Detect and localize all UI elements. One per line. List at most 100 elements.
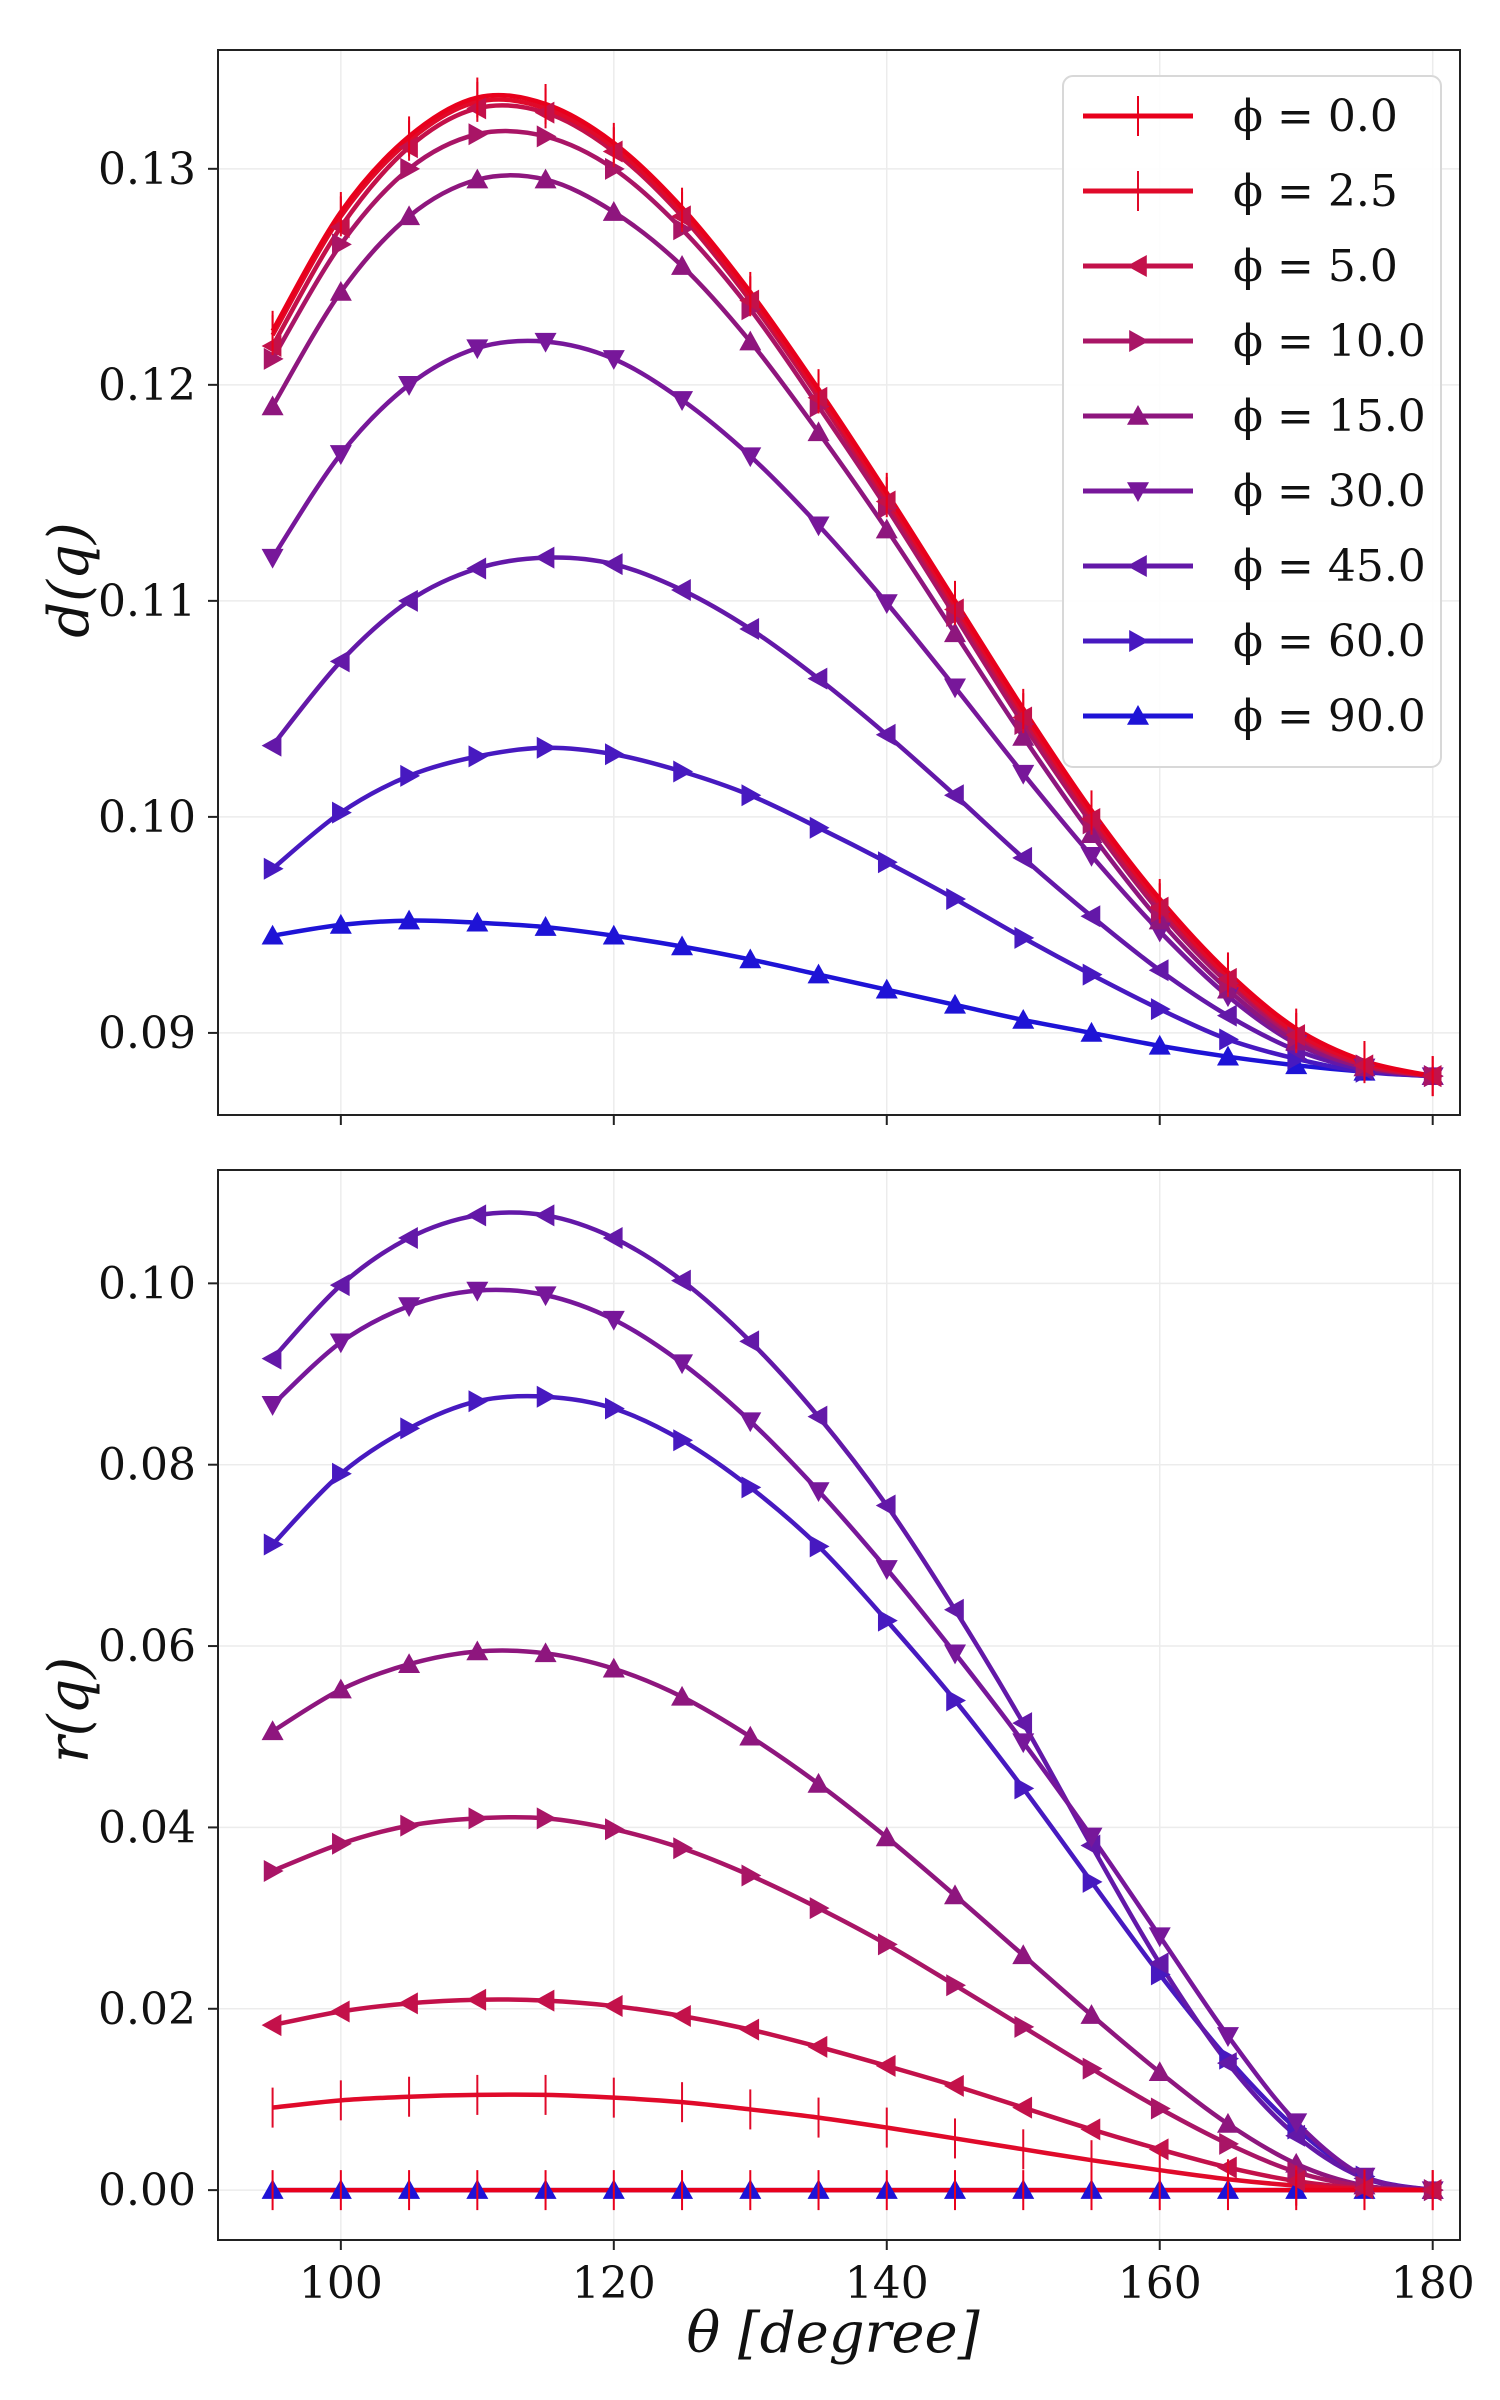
bottom-point-phi-30-0 bbox=[398, 1297, 421, 1318]
bottom-point-phi-5-0 bbox=[398, 1992, 418, 2015]
bottom-point-phi-60-0 bbox=[946, 1689, 967, 1712]
top-point-phi-60-0 bbox=[809, 816, 830, 839]
bottom-point-phi-60-0 bbox=[877, 1609, 898, 1632]
bottom-point-phi-60-0 bbox=[741, 1476, 762, 1499]
legend-item: ϕ = 0.0 bbox=[1083, 91, 1398, 142]
bottom-point-phi-5-0 bbox=[329, 2000, 350, 2023]
top-point-phi-60-0 bbox=[1150, 998, 1171, 1021]
top-y-tick-label: 0.09 bbox=[98, 1008, 196, 1059]
legend-label: ϕ = 30.0 bbox=[1233, 466, 1426, 517]
bottom-axis-ticks: 100 120 140 160 180 0.00 0.02 0.04 0.06 0.08 0.10 bbox=[98, 1258, 1475, 2309]
top-point-phi-15-0 bbox=[534, 168, 557, 189]
top-point-phi-60-0 bbox=[877, 851, 898, 874]
bottom-point-phi-30-0 bbox=[602, 1310, 625, 1331]
bottom-point-phi-30-0 bbox=[739, 1412, 762, 1433]
top-point-phi-5-0 bbox=[807, 386, 828, 409]
top-point-phi-45-0 bbox=[875, 723, 896, 746]
bottom-y-axis-label-text: r(q) bbox=[37, 1657, 102, 1763]
bottom-point-phi-5-0 bbox=[944, 2074, 964, 2097]
top-point-phi-5-0 bbox=[944, 598, 964, 621]
bottom-y-tick-label: 0.04 bbox=[98, 1802, 196, 1853]
bottom-point-phi-45-0 bbox=[944, 1598, 964, 1621]
bottom-point-phi-60-0 bbox=[605, 1397, 625, 1420]
bottom-point-phi-45-0 bbox=[466, 1204, 487, 1227]
bottom-x-tick-label: 100 bbox=[299, 2258, 383, 2309]
top-point-phi-90-0 bbox=[944, 993, 967, 1014]
top-point-phi-45-0 bbox=[261, 734, 282, 757]
bottom-point-phi-15-0 bbox=[466, 1640, 489, 1661]
legend-label: ϕ = 0.0 bbox=[1233, 91, 1398, 142]
top-point-phi-90-0 bbox=[1216, 1045, 1239, 1066]
bottom-point-phi-15-0 bbox=[875, 1826, 898, 1847]
top-point-phi-45-0 bbox=[944, 784, 964, 807]
top-line-phi-2-5 bbox=[270, 97, 1434, 1079]
top-point-phi-90-0 bbox=[261, 924, 284, 945]
top-point-phi-90-0 bbox=[1148, 1034, 1171, 1055]
top-point-phi-60-0 bbox=[468, 745, 489, 768]
bottom-point-phi-10-0 bbox=[673, 1837, 694, 1860]
bottom-point-phi-45-0 bbox=[875, 1494, 896, 1517]
panel-bottom-ratio-chart: 100 120 140 160 1800.000.020.040.060.080.10 … bbox=[37, 1169, 1475, 2366]
top-point-phi-45-0 bbox=[398, 589, 418, 612]
top-point-phi-60-0 bbox=[1082, 963, 1103, 986]
bottom-y-tick-label: 0.06 bbox=[98, 1621, 196, 1672]
top-point-phi-5-0 bbox=[1148, 896, 1169, 919]
bottom-point-phi-10-0 bbox=[1219, 2132, 1239, 2155]
top-point-phi-45-0 bbox=[1216, 1004, 1237, 1027]
bottom-plot-frame bbox=[217, 1169, 1461, 2241]
bottom-point-phi-5-0 bbox=[1216, 2156, 1237, 2179]
bottom-point-phi-60-0 bbox=[1082, 1870, 1103, 1893]
bottom-point-phi-10-0 bbox=[263, 1859, 284, 1882]
top-point-phi-60-0 bbox=[263, 857, 284, 880]
bottom-point-phi-10-0 bbox=[1150, 2097, 1171, 2120]
legend-label: ϕ = 10.0 bbox=[1233, 316, 1426, 367]
bottom-point-phi-5-0 bbox=[807, 2035, 828, 2058]
bottom-point-phi-5-0 bbox=[466, 1988, 487, 2011]
top-point-phi-45-0 bbox=[1080, 905, 1101, 928]
top-point-phi-10-0 bbox=[468, 123, 489, 146]
top-y-tick-label: 0.10 bbox=[98, 792, 196, 843]
legend-item: ϕ = 30.0 bbox=[1083, 466, 1426, 517]
top-point-phi-30-0 bbox=[739, 447, 762, 468]
legend-item: ϕ = 45.0 bbox=[1083, 541, 1426, 592]
bottom-y-tick-label: 0.10 bbox=[98, 1258, 196, 1309]
bottom-point-phi-30-0 bbox=[944, 1644, 967, 1665]
bottom-point-phi-15-0 bbox=[671, 1685, 694, 1706]
legend-label: ϕ = 90.0 bbox=[1233, 691, 1426, 742]
legend-box bbox=[1062, 75, 1442, 768]
bottom-point-phi-15-0 bbox=[1080, 2004, 1103, 2024]
top-axis-ticks: 0.09 0.10 0.11 0.12 0.13 bbox=[98, 144, 1434, 1125]
top-point-phi-5-0 bbox=[466, 97, 487, 120]
bottom-y-axis-label: r(q) bbox=[37, 1657, 102, 1763]
bottom-point-phi-15-0 bbox=[1012, 1944, 1035, 1965]
bottom-point-phi-10-0 bbox=[536, 1807, 557, 1830]
top-point-phi-45-0 bbox=[739, 617, 760, 640]
bottom-line-phi-10-0 bbox=[271, 1814, 1433, 2193]
bottom-x-tick-label: 140 bbox=[845, 2258, 929, 2309]
top-point-phi-30-0 bbox=[807, 516, 830, 537]
bottom-point-phi-45-0 bbox=[1216, 2052, 1237, 2075]
bottom-x-tick-label: 180 bbox=[1391, 2258, 1475, 2309]
bottom-point-phi-45-0 bbox=[1012, 1712, 1033, 1735]
bottom-point-phi-5-0 bbox=[1148, 2138, 1169, 2161]
legend-marker bbox=[1127, 555, 1147, 577]
top-point-phi-10-0 bbox=[605, 157, 625, 180]
top-point-phi-90-0 bbox=[671, 935, 694, 956]
bottom-point-phi-30-0 bbox=[329, 1333, 352, 1354]
top-point-phi-30-0 bbox=[875, 594, 898, 615]
bottom-point-phi-5-0 bbox=[739, 2018, 760, 2041]
top-y-tick-label: 0.12 bbox=[98, 360, 196, 411]
bottom-point-phi-45-0 bbox=[398, 1227, 418, 1250]
bottom-y-tick-label: 0.00 bbox=[98, 2165, 196, 2216]
bottom-point-phi-60-0 bbox=[809, 1535, 830, 1558]
top-point-phi-15-0 bbox=[398, 205, 421, 226]
top-point-phi-90-0 bbox=[534, 916, 557, 936]
bottom-point-phi-30-0 bbox=[875, 1560, 898, 1580]
top-point-phi-60-0 bbox=[946, 887, 967, 910]
legend-label: ϕ = 45.0 bbox=[1233, 541, 1426, 592]
bottom-point-phi-30-0 bbox=[807, 1482, 830, 1502]
top-y-axis-label: d(q) bbox=[37, 522, 102, 637]
x-axis-label: θ [degree] bbox=[686, 2301, 979, 2366]
bottom-point-phi-45-0 bbox=[1148, 1952, 1169, 1975]
bottom-point-phi-5-0 bbox=[875, 2054, 896, 2077]
